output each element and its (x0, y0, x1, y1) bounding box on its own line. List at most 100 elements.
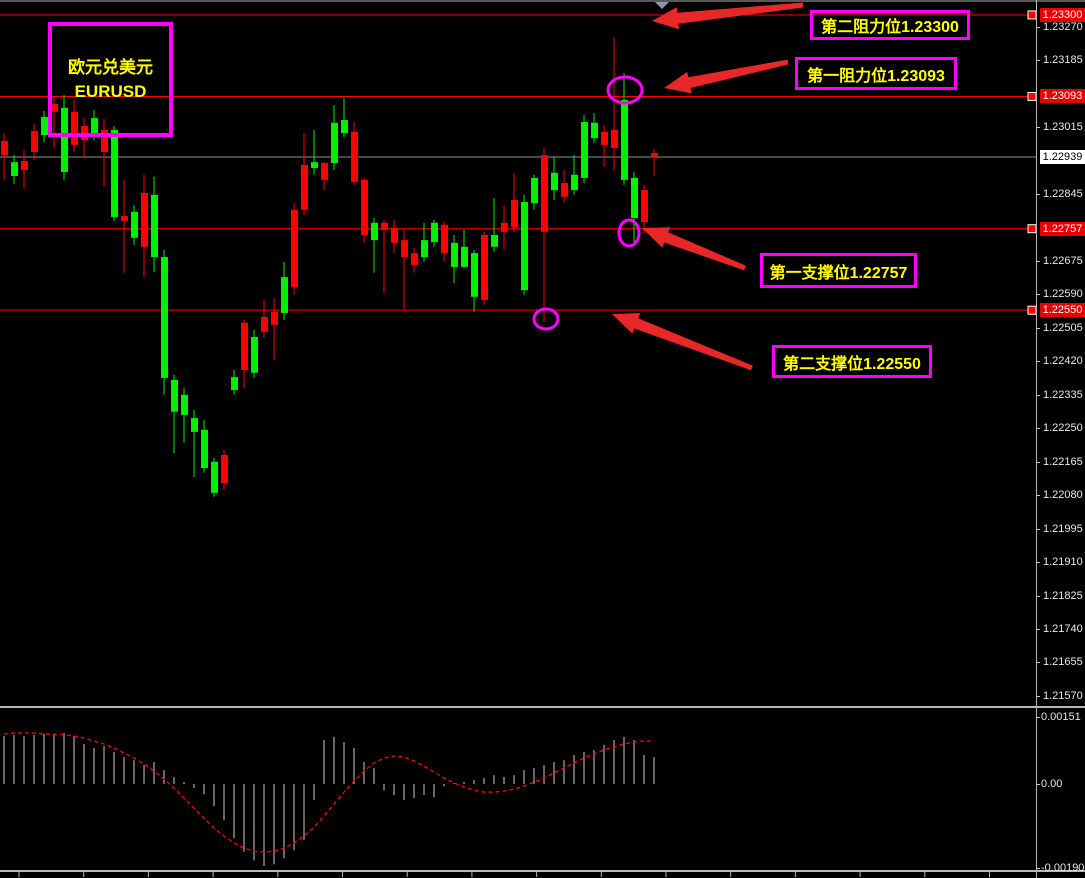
candle-body (451, 242, 458, 267)
candle-body (111, 129, 118, 217)
candle-body (391, 227, 398, 243)
price-chart-panel[interactable] (0, 0, 1085, 705)
price-tick-dash (1036, 562, 1040, 564)
level-marker (1027, 224, 1037, 234)
candle-body (161, 257, 168, 378)
candle-body (571, 174, 578, 191)
candle-body (151, 194, 158, 258)
price-tick-label: 1.23015 (1043, 121, 1083, 134)
price-tick-label: 1.22080 (1043, 489, 1083, 502)
price-tick-label: 1.22165 (1043, 455, 1083, 468)
indicator-tick-dash (1036, 717, 1040, 719)
candle-body (581, 122, 588, 178)
level-marker (1027, 10, 1037, 20)
candle-body (361, 179, 368, 235)
price-tick-dash (1036, 294, 1040, 296)
candle-body (281, 277, 288, 313)
candle-body (521, 201, 528, 291)
candle-body (301, 164, 308, 210)
candle-body (31, 131, 38, 152)
price-tick-label: 1.22420 (1043, 355, 1083, 368)
candle-body (131, 211, 138, 238)
oscillator-panel[interactable] (0, 705, 1085, 878)
candle-body (481, 235, 488, 300)
candle-body (1, 140, 8, 156)
price-tick-dash (1036, 662, 1040, 664)
price-tick-dash (1036, 595, 1040, 597)
price-tick-dash (1036, 428, 1040, 430)
candle-body (651, 153, 658, 158)
candle-body (371, 222, 378, 241)
candle-body (381, 222, 388, 230)
level-marker (1027, 91, 1037, 101)
candle-body (211, 461, 218, 493)
price-tick-dash (1036, 629, 1040, 631)
bottom-border (0, 870, 1085, 872)
candle-body (291, 209, 298, 287)
price-tick-label: 1.21570 (1043, 689, 1083, 702)
indicator-tick-dash (1036, 784, 1040, 786)
candle-body (471, 253, 478, 297)
candle-body (491, 235, 498, 247)
candle-body (21, 160, 28, 171)
price-tick-dash (1036, 495, 1040, 497)
candle-body (71, 111, 78, 145)
candle-body (261, 316, 268, 332)
candle-body (561, 183, 568, 197)
symbol-label-box: 欧元兑美元 EURUSD (48, 22, 173, 137)
candle-body (551, 172, 558, 191)
price-tick-label: 1.22250 (1043, 422, 1083, 435)
candle-body (461, 246, 468, 267)
candle-body (171, 379, 178, 412)
price-tick-dash (1036, 528, 1040, 530)
candle-body (441, 224, 448, 254)
candle-body (511, 199, 518, 228)
level-price-badge: 1.22757 (1040, 221, 1085, 236)
candle-body (411, 253, 418, 265)
indicator-tick-dash (1036, 868, 1040, 870)
resistance2-label: 第二阻力位1.23300 (821, 19, 959, 36)
price-tick-dash (1036, 461, 1040, 463)
candle-body (141, 192, 148, 247)
indicator-tick-label: 0.00 (1041, 778, 1063, 791)
candle-body (121, 216, 128, 221)
candle-body (91, 118, 98, 134)
price-tick-dash (1036, 127, 1040, 129)
candle-body (611, 129, 618, 149)
support1-label: 第一支撑位1.22757 (769, 264, 908, 282)
candle-body (221, 455, 228, 483)
candle-body (331, 122, 338, 163)
axis-border (1036, 0, 1037, 878)
symbol-name-cn: 欧元兑美元 (68, 57, 153, 77)
candle-body (231, 377, 238, 391)
candle-body (351, 131, 358, 182)
candle-body (501, 222, 508, 232)
price-tick-label: 1.21825 (1043, 589, 1083, 602)
indicator-tick-label: -0.001906 (1041, 862, 1085, 875)
price-tick-label: 1.22590 (1043, 288, 1083, 301)
top-border (0, 0, 1085, 2)
level-price-badge: 1.23093 (1040, 89, 1085, 104)
support2-label: 第二支撑位1.22550 (783, 355, 921, 373)
price-tick-label: 1.21740 (1043, 623, 1083, 636)
candle-body (41, 116, 48, 136)
candle-body (431, 222, 438, 243)
candle-body (601, 131, 608, 145)
price-tick-dash (1036, 695, 1040, 697)
symbol-name: EURUSD (74, 81, 147, 101)
candle-body (541, 155, 548, 232)
candle-body (271, 311, 278, 325)
candle-body (631, 177, 638, 219)
level-price-badge: 1.22550 (1040, 303, 1085, 318)
price-tick-label: 1.21995 (1043, 522, 1083, 535)
price-tick-dash (1036, 327, 1040, 329)
level-marker (1027, 305, 1037, 315)
candle-body (321, 162, 328, 180)
level-price-badge: 1.23300 (1040, 7, 1085, 22)
candle-body (101, 129, 108, 152)
price-tick-label: 1.21910 (1043, 556, 1083, 569)
candle-body (251, 336, 258, 373)
candle-body (191, 418, 198, 432)
price-tick-label: 1.22505 (1043, 321, 1083, 334)
support1-label-box: 第一支撑位1.22757 (760, 253, 917, 288)
